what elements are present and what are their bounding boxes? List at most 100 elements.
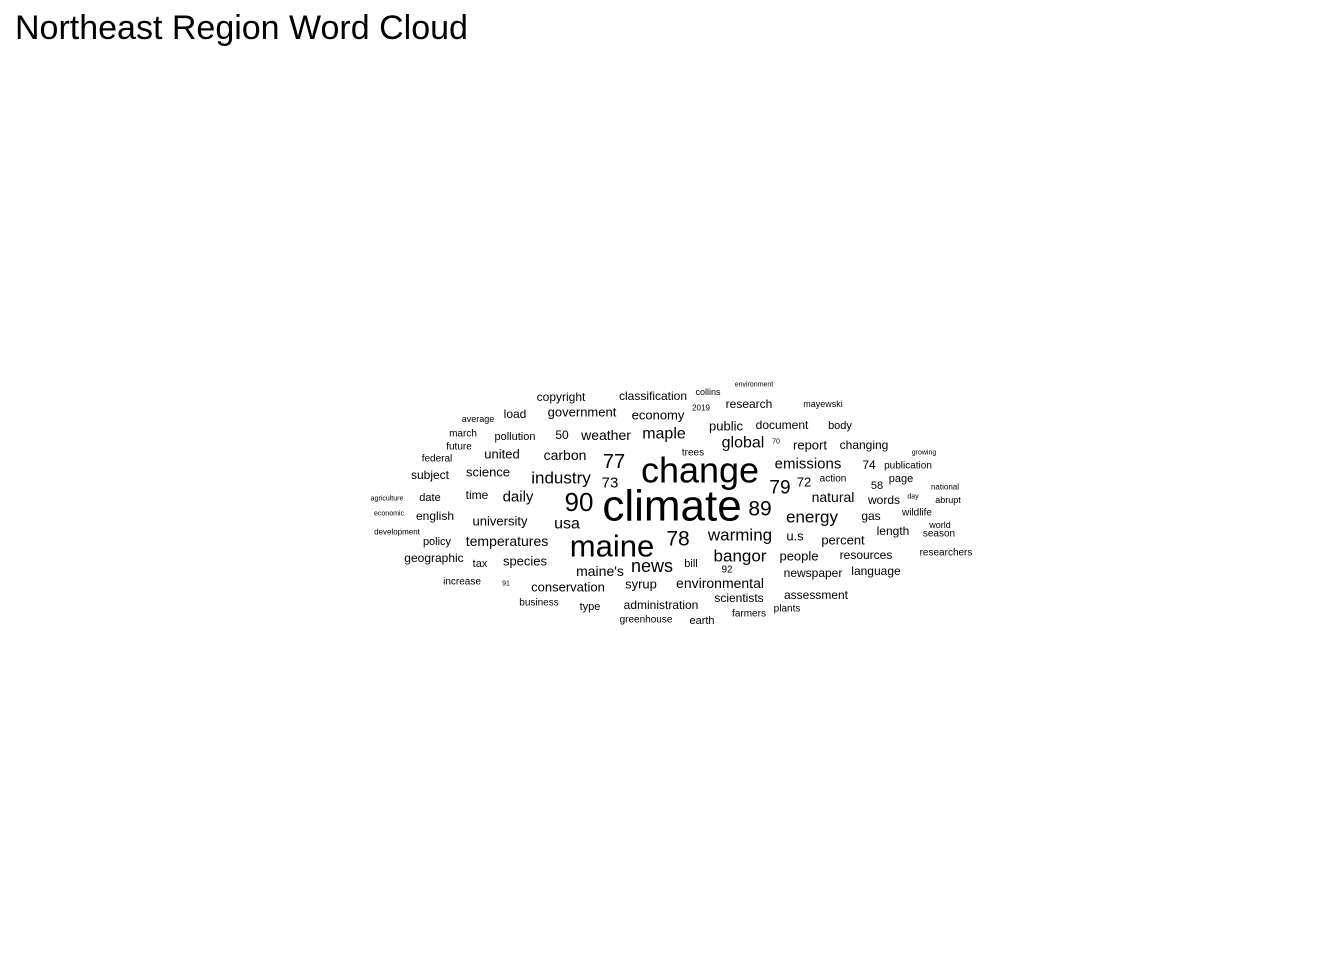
word-classification: classification [619, 389, 687, 403]
word-tax: tax [473, 558, 488, 570]
word-maple: maple [642, 426, 686, 443]
word-73: 73 [602, 475, 619, 492]
word-changing: changing [840, 438, 889, 452]
word-70: 70 [772, 439, 780, 446]
word-english: english [416, 509, 454, 523]
word-economic: economic [374, 511, 404, 518]
word-change: change [641, 450, 759, 491]
word-collins: collins [695, 387, 721, 397]
word-pollution: pollution [495, 431, 536, 443]
word-gas: gas [861, 509, 880, 523]
word-trees: trees [682, 448, 704, 459]
word-agriculture: agriculture [371, 496, 404, 503]
word-assessment: assessment [784, 588, 849, 602]
word-march: march [449, 429, 477, 440]
word-body: body [828, 420, 852, 432]
word-89: 89 [748, 498, 771, 521]
word-length: length [877, 524, 910, 538]
word-administration: administration [624, 598, 699, 612]
word-policy: policy [423, 536, 452, 548]
word-report: report [793, 438, 827, 453]
word-science: science [466, 465, 510, 480]
word-weather: weather [580, 427, 631, 443]
word-scientists: scientists [714, 591, 763, 605]
word-document: document [756, 418, 809, 432]
word-bangor: bangor [714, 547, 767, 566]
word-conservation: conservation [531, 580, 605, 595]
word-industry: industry [531, 469, 591, 488]
word-words: words [867, 493, 900, 507]
word-news: news [631, 556, 673, 576]
word-91: 91 [502, 581, 510, 588]
word-50: 50 [555, 428, 569, 442]
word-time: time [466, 488, 489, 502]
word-increase: increase [443, 577, 481, 588]
word-environmental: environmental [676, 575, 764, 591]
word-geographic: geographic [404, 551, 463, 565]
word-mayewski: mayewski [803, 399, 843, 409]
word-energy: energy [786, 508, 838, 527]
word-abrupt: abrupt [935, 495, 961, 505]
word-page: page [889, 473, 913, 485]
word-climate: climate [602, 482, 741, 531]
word-average: average [462, 414, 495, 424]
word-federal: federal [422, 454, 453, 465]
word-resources: resources [840, 548, 893, 562]
word-earth: earth [689, 615, 714, 627]
word-maine-s: maine's [576, 563, 624, 579]
word-copyright: copyright [537, 390, 586, 404]
word-action: action [820, 474, 847, 485]
word-business: business [519, 598, 558, 609]
word-emissions: emissions [775, 456, 842, 473]
word-future: future [446, 442, 472, 453]
word-daily: daily [503, 489, 534, 506]
word-language: language [851, 564, 901, 578]
word-74: 74 [862, 458, 876, 472]
word-farmers: farmers [732, 609, 766, 620]
word-government: government [548, 405, 617, 420]
word-subject: subject [411, 468, 450, 482]
word-united: united [484, 447, 519, 462]
word-newspaper: newspaper [784, 566, 843, 580]
word-season: season [923, 529, 955, 540]
word-78: 78 [666, 528, 689, 551]
word-people: people [779, 549, 818, 564]
word-u-s: u.s [786, 529, 804, 544]
word-national: national [931, 483, 959, 492]
word-growing: growing [912, 450, 937, 457]
chart-title: Northeast Region Word Cloud [15, 9, 468, 47]
word-publication: publication [884, 461, 932, 472]
word-type: type [580, 601, 601, 613]
word-world: world [928, 520, 951, 530]
word-carbon: carbon [544, 447, 587, 463]
word-temperatures: temperatures [466, 533, 548, 549]
word-natural: natural [812, 489, 855, 505]
word-wildlife: wildlife [901, 508, 932, 519]
word-58: 58 [871, 480, 883, 492]
word-72: 72 [797, 475, 811, 490]
word-92: 92 [721, 565, 733, 576]
word-research: research [726, 397, 773, 411]
word-day: day [907, 494, 919, 501]
word-university: university [473, 514, 528, 529]
word-90: 90 [565, 487, 594, 517]
word-load: load [504, 407, 527, 421]
word-researchers: researchers [920, 548, 973, 559]
word-79: 79 [769, 478, 790, 499]
word-public: public [709, 419, 743, 434]
word-greenhouse: greenhouse [620, 615, 673, 626]
word-warming: warming [707, 526, 772, 545]
word-maine: maine [570, 529, 654, 564]
word-development: development [374, 528, 421, 537]
word-usa: usa [554, 516, 580, 533]
word-77: 77 [603, 451, 625, 473]
word-global: global [722, 435, 765, 452]
word-species: species [503, 554, 548, 569]
word-plants: plants [774, 604, 801, 615]
word-environment: environment [735, 382, 774, 389]
word-economy: economy [632, 408, 685, 423]
word-date: date [419, 492, 440, 504]
word-syrup: syrup [625, 577, 657, 592]
word-2019: 2019 [692, 404, 710, 413]
